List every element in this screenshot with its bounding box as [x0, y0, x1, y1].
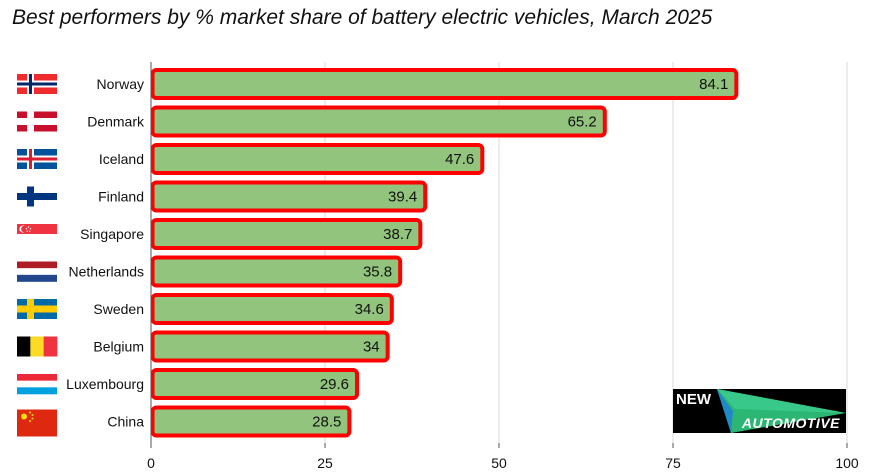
- value-label: 47.6: [445, 151, 474, 168]
- bar: [150, 405, 352, 438]
- bar: [150, 143, 485, 175]
- belgium-flag-icon: [17, 336, 58, 357]
- category-labels: Norway Denmark Iceland Finland Singapore Neth…: [66, 76, 145, 430]
- sweden-flag-icon: [17, 299, 57, 319]
- logo-word-automotive: AUTOMOTIVE: [741, 415, 840, 431]
- category-label: Luxembourg: [66, 376, 144, 392]
- x-tick-label: 75: [665, 455, 681, 471]
- category-label: Denmark: [87, 114, 145, 130]
- luxembourg-flag-icon: [17, 374, 57, 395]
- value-label: 65.2: [568, 114, 597, 131]
- bar: [150, 293, 394, 325]
- value-label: 34: [363, 339, 380, 356]
- logo-word-new: NEW: [676, 391, 711, 408]
- bar: [150, 180, 428, 213]
- norway-flag-icon: [17, 74, 57, 94]
- value-label: 39.4: [388, 189, 417, 206]
- bar: [150, 255, 403, 288]
- category-label: Sweden: [93, 301, 144, 317]
- bar: [150, 218, 423, 250]
- value-label: 38.7: [383, 226, 412, 243]
- bar: [150, 105, 607, 138]
- category-label: Finland: [98, 189, 144, 205]
- category-label: China: [107, 414, 144, 430]
- category-label: Belgium: [93, 339, 144, 355]
- new-automotive-logo: NEW AUTOMOTIVE: [673, 389, 846, 433]
- bar: [150, 68, 739, 100]
- bar: [150, 368, 360, 400]
- bars: 84.1 65.2 47.6 39.4 38.7 35.8 34.6 34 29.6 28.5: [150, 68, 739, 438]
- flags: [17, 74, 58, 437]
- china-flag-icon: [17, 409, 57, 437]
- value-label: 29.6: [320, 376, 349, 393]
- category-label: Netherlands: [69, 264, 145, 280]
- category-label: Singapore: [80, 226, 144, 242]
- singapore-flag-icon: [17, 224, 57, 245]
- finland-flag-icon: [17, 186, 57, 207]
- denmark-flag-icon: [17, 111, 57, 132]
- chart-title: Best performers by % market share of bat…: [12, 6, 713, 29]
- value-label: 28.5: [312, 414, 341, 431]
- netherlands-flag-icon: [17, 261, 57, 282]
- value-label: 34.6: [355, 301, 384, 318]
- bar: [150, 330, 390, 363]
- category-label: Norway: [97, 76, 144, 92]
- value-label: 35.8: [363, 264, 392, 281]
- iceland-flag-icon: [17, 149, 57, 169]
- category-label: Iceland: [99, 151, 144, 167]
- x-tick-label: 100: [835, 455, 859, 471]
- x-tick-label: 0: [147, 455, 155, 471]
- x-tick-label: 25: [317, 455, 333, 471]
- x-axis: 0 25 50 75 100: [147, 62, 859, 471]
- x-tick-label: 50: [491, 455, 507, 471]
- value-label: 84.1: [699, 76, 728, 93]
